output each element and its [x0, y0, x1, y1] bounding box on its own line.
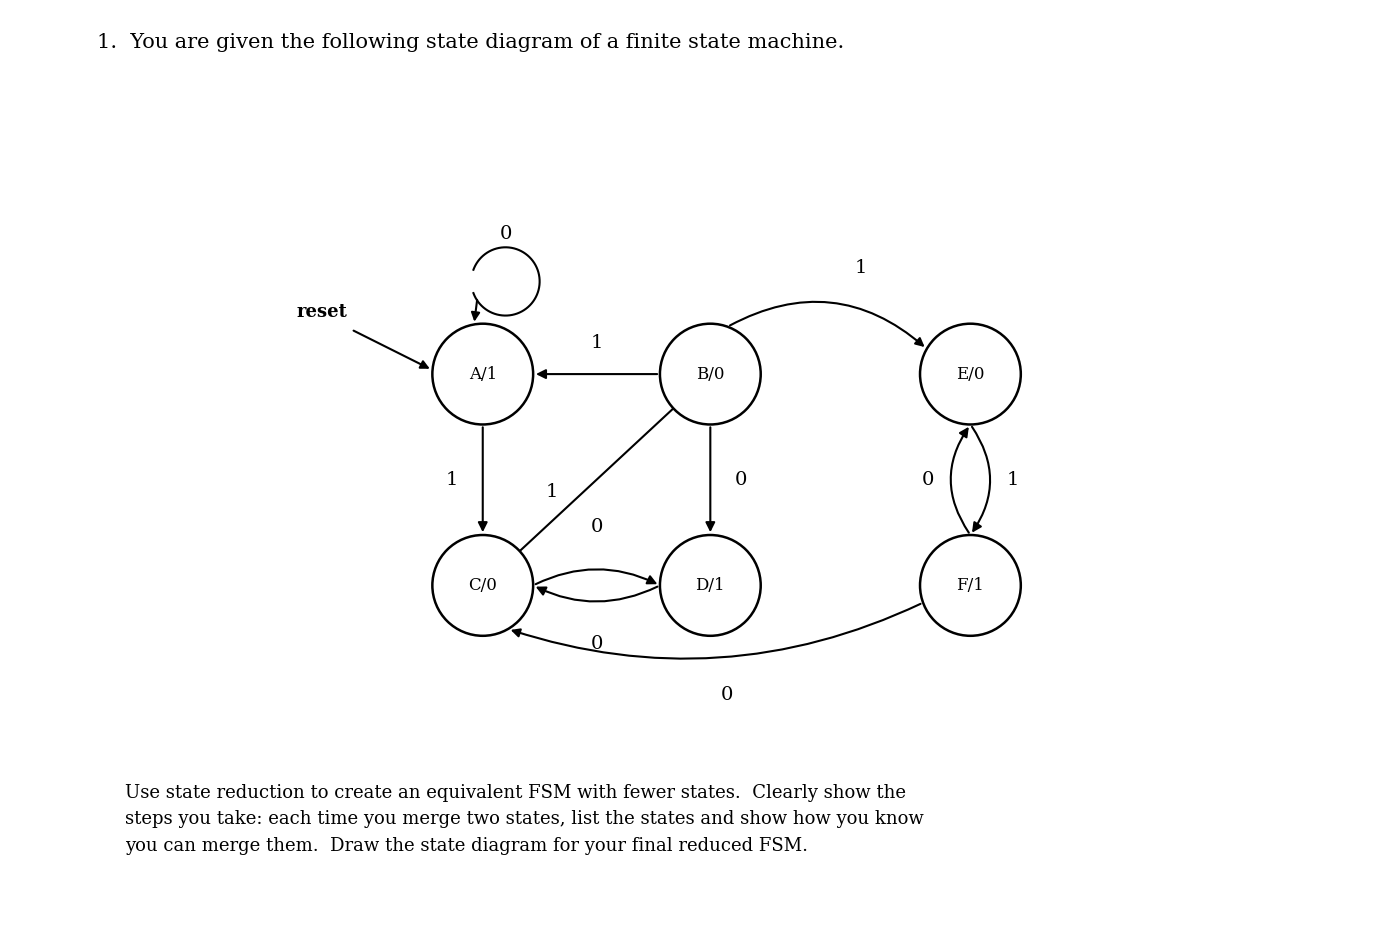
Circle shape	[660, 324, 761, 425]
Text: 0: 0	[721, 686, 733, 704]
Text: 1: 1	[546, 483, 559, 501]
Text: C/0: C/0	[468, 577, 498, 594]
Text: reset: reset	[297, 303, 346, 321]
Circle shape	[920, 535, 1021, 636]
Text: 1.  You are given the following state diagram of a finite state machine.: 1. You are given the following state dia…	[97, 33, 844, 52]
Circle shape	[432, 324, 534, 425]
Text: 0: 0	[590, 635, 603, 653]
Circle shape	[920, 324, 1021, 425]
Text: 0: 0	[735, 471, 747, 488]
Text: B/0: B/0	[696, 366, 725, 383]
Text: 1: 1	[855, 259, 866, 277]
Text: 0: 0	[499, 225, 511, 243]
Text: E/0: E/0	[956, 366, 984, 383]
Text: 0: 0	[922, 471, 934, 488]
Circle shape	[432, 535, 534, 636]
Text: 0: 0	[590, 518, 603, 536]
Text: D/1: D/1	[696, 577, 725, 594]
Text: 1: 1	[1006, 471, 1019, 488]
Circle shape	[660, 535, 761, 636]
Text: Use state reduction to create an equivalent FSM with fewer states.  Clearly show: Use state reduction to create an equival…	[125, 784, 923, 855]
Text: 1: 1	[446, 471, 457, 488]
Text: A/1: A/1	[468, 366, 496, 383]
Text: 1: 1	[590, 334, 603, 352]
Text: F/1: F/1	[956, 577, 984, 594]
